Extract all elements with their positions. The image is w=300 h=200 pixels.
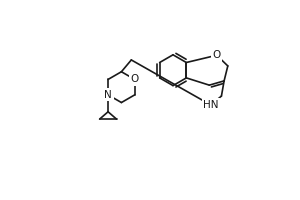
Text: O: O — [213, 50, 221, 60]
Text: O: O — [130, 74, 139, 84]
Text: HN: HN — [203, 100, 219, 110]
Text: N: N — [104, 90, 112, 100]
